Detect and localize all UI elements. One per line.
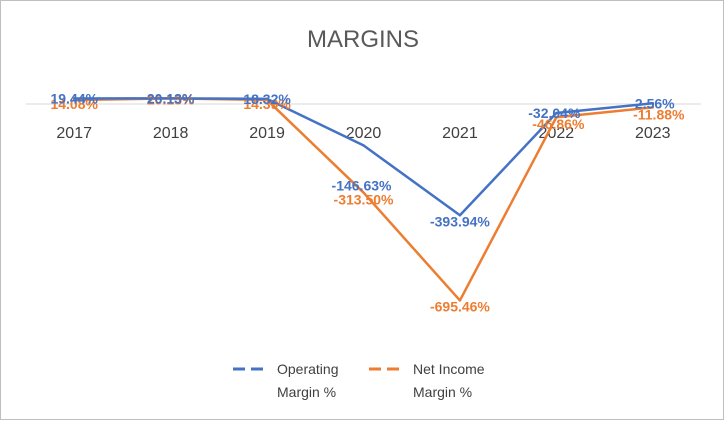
data-point — [651, 106, 654, 109]
chart-title: MARGINS — [307, 26, 419, 53]
data-point — [555, 116, 558, 119]
data-point — [362, 191, 365, 194]
data-point — [265, 97, 269, 101]
x-tick-label: 2023 — [635, 125, 671, 142]
data-label-operating: 19.44% — [50, 91, 98, 107]
legend-label-operating-line1: Operating — [277, 361, 338, 377]
data-label-operating: 18.32% — [243, 91, 291, 107]
data-label-operating: 20.13% — [147, 90, 195, 106]
data-point — [651, 102, 654, 105]
data-point — [458, 214, 462, 217]
legend-label-operating-line2: Margin % — [277, 384, 336, 400]
data-label-net-income: -313.50% — [334, 192, 394, 208]
data-point — [458, 299, 462, 302]
data-label-net-income: 14.39% — [243, 96, 291, 112]
series-layer — [72, 97, 655, 302]
legend-label-net-income-line1: Net Income — [413, 361, 485, 377]
data-point — [555, 111, 558, 115]
data-labels: 14.08% 20.13% 14.39% -313.50% -695.46% -46.86… — [50, 90, 685, 314]
x-axis: 2017 2018 2019 2020 2021 2022 2023 — [26, 103, 701, 142]
data-point — [362, 144, 365, 147]
x-tick-label: 2020 — [346, 125, 382, 142]
legend-label-net-income-line2: Margin % — [413, 384, 472, 400]
x-tick-label: 2021 — [442, 125, 478, 142]
data-label-operating: -146.63% — [332, 177, 392, 193]
data-label-operating: 2.56% — [635, 95, 675, 111]
data-label-net-income: -695.46% — [430, 298, 490, 314]
x-tick-label: 2022 — [539, 125, 575, 142]
data-label-net-income: -11.88% — [633, 106, 685, 122]
data-point — [73, 97, 76, 100]
data-label-net-income: 20.13% — [147, 91, 195, 107]
x-tick-label: 2017 — [56, 125, 92, 142]
data-point — [169, 97, 172, 100]
data-label-net-income: 14.08% — [50, 96, 98, 112]
data-label-operating: -393.94% — [430, 213, 490, 229]
x-tick-label: 2018 — [153, 125, 189, 142]
x-tick-label: 2019 — [249, 125, 285, 142]
data-label-operating: -32.04% — [528, 105, 581, 121]
data-label-net-income: -46.86% — [532, 116, 585, 132]
legend: Operating Margin % Net Income Margin % — [233, 361, 485, 400]
